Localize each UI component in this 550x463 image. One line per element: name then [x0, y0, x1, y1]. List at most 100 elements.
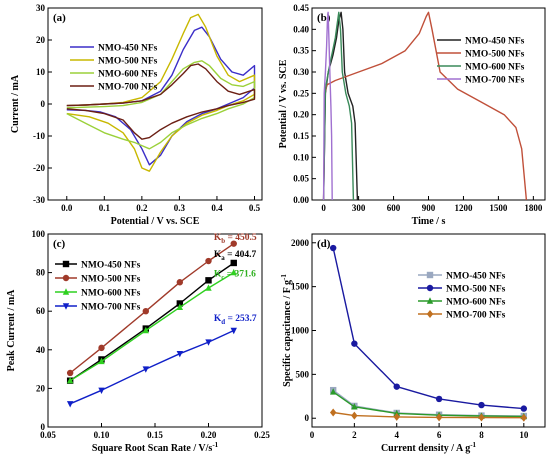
x-axis-label: Square Root Scan Rate / V/s-1 [92, 441, 219, 454]
x-tick-label: 900 [422, 203, 436, 213]
x-tick-label: 0.0 [61, 203, 73, 213]
y-tick-label: 0 [41, 99, 46, 109]
series-line-2 [332, 247, 524, 410]
legend-marker [426, 284, 434, 292]
y-axis-label: Peak Current / mA [6, 289, 17, 372]
x-axis-label-sup: -1 [470, 441, 476, 449]
data-point [351, 411, 358, 420]
slope-annotation-sub: b [221, 237, 225, 245]
y-tick-label: 0 [305, 413, 310, 423]
y-axis-label: Current / mA [10, 74, 21, 133]
slope-annotation: Ka = 404.7 [214, 250, 257, 262]
y-tick-label: 30 [36, 3, 46, 13]
y-tick-label: 500 [296, 369, 310, 379]
y-tick-label: 100 [32, 229, 46, 239]
data-point [351, 403, 358, 410]
panel-label: (a) [53, 12, 66, 24]
slope-annotation-value: = 450.5 [225, 233, 257, 243]
plot-frame [311, 233, 546, 428]
legend-label: NMO-700 NFs [81, 303, 141, 313]
legend-label: NMO-450 NFs [465, 37, 525, 47]
data-point [520, 413, 528, 422]
y-tick-label: 0.10 [293, 152, 309, 162]
legend-marker [426, 297, 434, 304]
series-line-2 [322, 11, 528, 201]
x-tick-label: 0.3 [174, 203, 186, 213]
legend-label: NMO-600 NFs [98, 70, 158, 80]
series-line-3 [332, 391, 524, 418]
x-axis-label: Current density / A g-1 [381, 441, 477, 454]
y-tick-label: 0.30 [293, 67, 309, 77]
series-line-4 [69, 329, 235, 405]
data-point [205, 339, 212, 346]
y-tick-label: 1000 [291, 326, 310, 336]
x-tick-label: 1200 [454, 203, 473, 213]
y-tick-label: 40 [36, 345, 46, 355]
data-point [66, 376, 74, 384]
data-point [98, 387, 105, 395]
x-tick-label: 10 [519, 430, 529, 440]
series-line-3 [69, 272, 235, 382]
legend-label: NMO-600 NFs [465, 63, 525, 73]
x-tick-label: 1800 [524, 203, 543, 213]
legend-label: NMO-600 NFs [81, 289, 141, 299]
x-tick-label: 600 [387, 203, 401, 213]
x-tick-label: 2 [352, 430, 357, 440]
x-tick-label: 0 [321, 203, 326, 213]
x-tick-label: 0.05 [40, 430, 56, 440]
slope-annotation: Kc = 371.6 [214, 269, 256, 281]
data-point [205, 284, 212, 291]
slope-annotation-sub: d [221, 318, 225, 326]
data-point [142, 326, 149, 334]
panel-c: 0.05 0.10 0.15 0.20 0.25 0 20 40 60 80 100 Square R… [6, 229, 270, 454]
x-tick-label: 8 [479, 430, 484, 440]
data-point [176, 279, 184, 286]
data-point [205, 257, 212, 265]
legend-label: NMO-500 NFs [446, 285, 506, 295]
data-point [329, 408, 337, 417]
x-tick-label: 0 [310, 430, 315, 440]
slope-annotation: Kd = 253.7 [214, 314, 257, 326]
x-tick-label: 0.4 [211, 203, 223, 213]
data-point [230, 327, 237, 335]
panel-label: (c) [53, 238, 66, 250]
y-tick-label: 0.40 [293, 24, 309, 34]
x-tick-label: 4 [394, 430, 399, 440]
legend-label: NMO-500 NFs [98, 57, 158, 67]
series-line-2 [69, 243, 235, 374]
panel-b: 0 300 600 900 1200 1500 1800 0.00 0.05 0.10 0.15 0.… [278, 3, 546, 227]
y-tick-label: 0.45 [293, 3, 309, 13]
y-tick-label: -20 [33, 163, 45, 173]
slope-annotation-sub: a [221, 254, 225, 262]
x-tick-label: 0.1 [99, 203, 111, 213]
y-tick-label: 0.05 [293, 174, 309, 184]
data-point [393, 409, 400, 417]
x-axis-label-sup: -1 [212, 441, 218, 449]
data-point [478, 401, 485, 409]
panel-label: (d) [317, 238, 331, 250]
data-point [142, 366, 149, 373]
data-point [329, 388, 337, 395]
x-tick-label: 1500 [489, 203, 508, 213]
y-tick-label: 1500 [291, 282, 310, 292]
data-point [205, 277, 212, 284]
legend-marker [62, 260, 70, 268]
data-point [230, 268, 237, 276]
y-tick-label: 2000 [291, 238, 310, 248]
series-line-4 [333, 411, 524, 419]
data-point [98, 357, 105, 365]
y-tick-label: -30 [33, 195, 45, 205]
legend-marker [426, 271, 434, 279]
data-point [176, 350, 184, 358]
data-point [478, 413, 485, 422]
y-tick-label: 0.00 [293, 195, 309, 205]
x-tick-label: 0.15 [147, 430, 163, 440]
slope-annotation-value: = 253.7 [225, 314, 257, 324]
y-axis-label: Specific capacitance / F g-1 [280, 274, 293, 387]
y-tick-label: -10 [33, 131, 45, 141]
series-line-3 [322, 11, 355, 201]
y-tick-label: 60 [36, 306, 46, 316]
legend-label: NMO-700 NFs [446, 311, 506, 321]
panel-d: 0 2 4 6 8 10 0 500 1000 1500 2000 Current density /… [280, 233, 546, 454]
data-point [176, 303, 184, 311]
